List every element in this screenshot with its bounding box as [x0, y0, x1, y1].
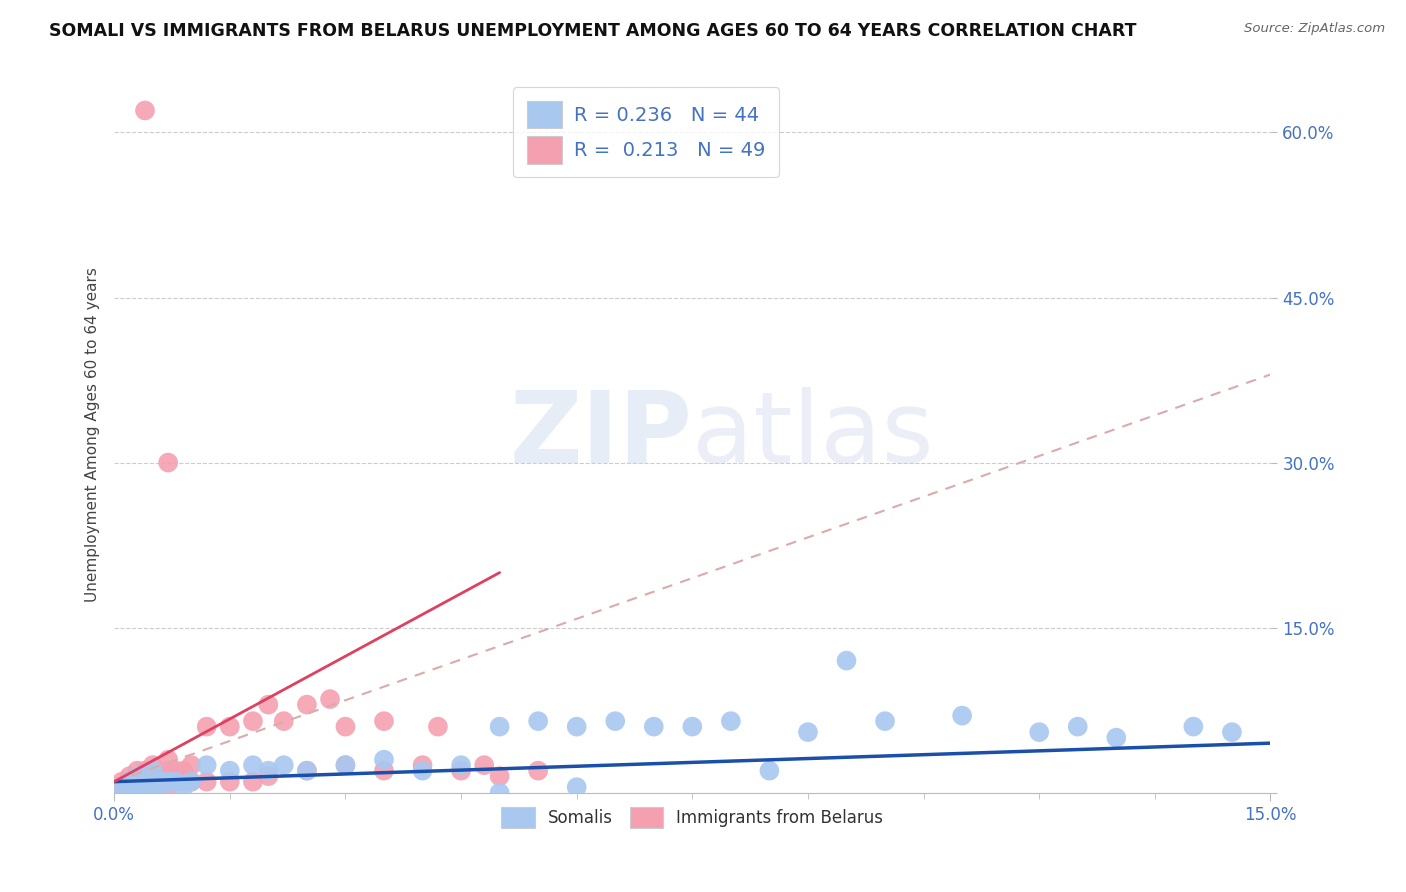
Point	[180, 758, 202, 772]
Point	[142, 758, 165, 772]
Point	[273, 714, 295, 728]
Point	[165, 764, 187, 778]
Point	[149, 780, 172, 794]
Point	[134, 780, 156, 794]
Point	[242, 714, 264, 728]
Point	[142, 780, 165, 794]
Point	[218, 774, 240, 789]
Point	[1028, 725, 1050, 739]
Point	[758, 764, 780, 778]
Point	[488, 720, 510, 734]
Point	[165, 774, 187, 789]
Point	[195, 758, 218, 772]
Point	[134, 103, 156, 118]
Point	[134, 764, 156, 778]
Point	[142, 764, 165, 778]
Point	[257, 698, 280, 712]
Point	[173, 764, 195, 778]
Point	[426, 720, 449, 734]
Point	[149, 774, 172, 789]
Point	[335, 758, 357, 772]
Point	[111, 780, 134, 794]
Point	[643, 720, 665, 734]
Point	[118, 774, 141, 789]
Point	[295, 698, 318, 712]
Point	[242, 758, 264, 772]
Point	[180, 774, 202, 789]
Point	[257, 764, 280, 778]
Point	[295, 764, 318, 778]
Point	[127, 780, 149, 794]
Point	[173, 774, 195, 789]
Point	[565, 780, 588, 794]
Point	[127, 769, 149, 783]
Point	[195, 720, 218, 734]
Point	[450, 764, 472, 778]
Point	[527, 764, 550, 778]
Point	[373, 764, 395, 778]
Y-axis label: Unemployment Among Ages 60 to 64 years: Unemployment Among Ages 60 to 64 years	[86, 268, 100, 602]
Point	[257, 769, 280, 783]
Point	[412, 758, 434, 772]
Point	[835, 654, 858, 668]
Point	[873, 714, 896, 728]
Point	[195, 774, 218, 789]
Point	[720, 714, 742, 728]
Point	[1182, 720, 1205, 734]
Point	[165, 774, 187, 789]
Point	[373, 714, 395, 728]
Point	[142, 780, 165, 794]
Point	[180, 774, 202, 789]
Point	[1067, 720, 1090, 734]
Text: ZIP: ZIP	[509, 386, 692, 483]
Point	[127, 774, 149, 789]
Point	[450, 758, 472, 772]
Point	[565, 720, 588, 734]
Point	[373, 753, 395, 767]
Point	[111, 780, 134, 794]
Point	[335, 758, 357, 772]
Point	[242, 774, 264, 789]
Point	[488, 769, 510, 783]
Point	[157, 764, 180, 778]
Point	[950, 708, 973, 723]
Point	[472, 758, 495, 772]
Point	[295, 764, 318, 778]
Point	[134, 774, 156, 789]
Point	[273, 758, 295, 772]
Point	[218, 764, 240, 778]
Point	[157, 753, 180, 767]
Text: SOMALI VS IMMIGRANTS FROM BELARUS UNEMPLOYMENT AMONG AGES 60 TO 64 YEARS CORRELA: SOMALI VS IMMIGRANTS FROM BELARUS UNEMPL…	[49, 22, 1136, 40]
Point	[218, 720, 240, 734]
Legend: Somalis, Immigrants from Belarus: Somalis, Immigrants from Belarus	[495, 801, 890, 834]
Point	[118, 769, 141, 783]
Point	[335, 720, 357, 734]
Point	[118, 780, 141, 794]
Point	[157, 774, 180, 789]
Point	[149, 769, 172, 783]
Point	[488, 786, 510, 800]
Point	[681, 720, 703, 734]
Point	[157, 456, 180, 470]
Point	[412, 764, 434, 778]
Point	[127, 764, 149, 778]
Point	[797, 725, 820, 739]
Point	[319, 692, 342, 706]
Point	[118, 780, 141, 794]
Point	[134, 774, 156, 789]
Point	[173, 780, 195, 794]
Point	[149, 780, 172, 794]
Point	[527, 714, 550, 728]
Point	[134, 780, 156, 794]
Point	[1220, 725, 1243, 739]
Point	[157, 780, 180, 794]
Text: atlas: atlas	[692, 386, 934, 483]
Point	[605, 714, 627, 728]
Point	[111, 774, 134, 789]
Point	[142, 774, 165, 789]
Point	[1105, 731, 1128, 745]
Point	[118, 774, 141, 789]
Point	[127, 780, 149, 794]
Text: Source: ZipAtlas.com: Source: ZipAtlas.com	[1244, 22, 1385, 36]
